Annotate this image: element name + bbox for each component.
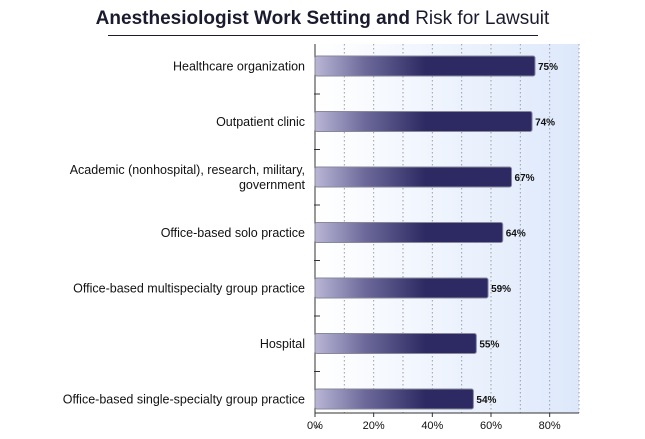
chart-title-rest: Risk for Lawsuit [415, 8, 550, 29]
data-label: 75% [538, 62, 558, 73]
bar [314, 166, 513, 188]
data-label: 59% [491, 284, 511, 295]
x-tick-label: 20% [363, 420, 385, 432]
bar [314, 388, 474, 410]
category-label: Office-based single-specialty group prac… [63, 393, 305, 407]
category-label: Healthcare organization [173, 60, 305, 74]
category-label: Hospital [260, 337, 305, 351]
chart-title: Anesthesiologist Work Setting and Risk f… [0, 6, 645, 32]
data-label: 74% [535, 118, 555, 129]
bar [314, 277, 489, 299]
chart-title-and: and [376, 8, 410, 29]
bar [314, 111, 533, 132]
x-tick-label: 40% [421, 420, 443, 432]
data-label: 67% [515, 173, 535, 184]
bar [314, 55, 536, 77]
data-label: 55% [479, 340, 499, 351]
data-label: 54% [476, 395, 496, 406]
title-underline [108, 35, 538, 36]
bar [314, 222, 504, 243]
x-tick-label: 0% [307, 420, 323, 432]
x-tick-label: 80% [539, 420, 561, 432]
category-label: Office-based multispecialty group practi… [73, 282, 305, 296]
x-tick-label: 60% [480, 420, 502, 432]
category-label: Outpatient clinic [216, 115, 305, 129]
bar [314, 333, 477, 354]
category-label: Office-based solo practice [161, 226, 305, 240]
data-label: 64% [506, 229, 526, 240]
category-label: Academic (nonhospital), research, milita… [70, 163, 306, 192]
chart-title-bold: Anesthesiologist Work Setting [95, 8, 371, 29]
